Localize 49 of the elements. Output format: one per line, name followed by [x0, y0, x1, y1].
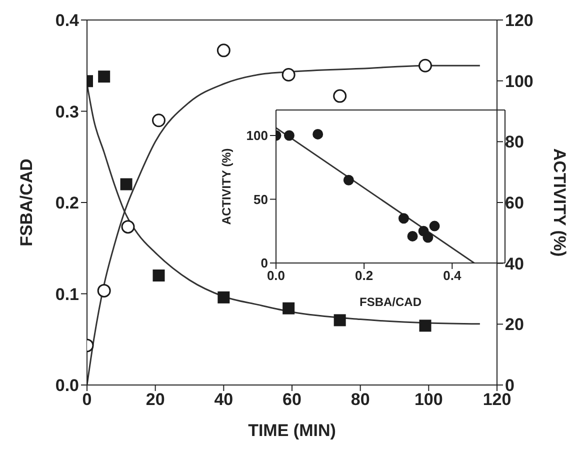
point — [334, 314, 346, 326]
x-tick-label: 40 — [214, 390, 234, 410]
x-tick-label: 100 — [414, 390, 443, 410]
x-tick-label: 120 — [482, 390, 512, 410]
y2-tick-label: 80 — [505, 132, 524, 152]
x-tick-label: 0.4 — [443, 268, 462, 284]
y-tick-label: 0.4 — [55, 11, 80, 30]
y-tick-label: 0.2 — [55, 194, 79, 213]
y-tick-label: 100 — [246, 128, 268, 144]
point — [152, 270, 165, 282]
point — [152, 114, 166, 128]
y-tick-label: 0.3 — [55, 102, 79, 122]
point — [216, 44, 230, 58]
point — [120, 178, 132, 190]
x-tick-label: 80 — [350, 390, 370, 410]
x-tick-label: 60 — [282, 390, 302, 410]
y-axis-title: ACTIVITY (%) — [219, 148, 234, 225]
y2-tick-label: 20 — [505, 315, 524, 334]
point — [282, 302, 295, 314]
y2-tick-label: 120 — [505, 11, 534, 30]
point — [97, 284, 111, 298]
point — [282, 68, 296, 82]
x-tick-label: 0.2 — [355, 268, 374, 284]
point — [419, 320, 432, 332]
y-tick-label: 0.1 — [55, 284, 79, 304]
point — [418, 58, 432, 72]
point — [429, 220, 440, 232]
y-tick-label: 0.0 — [55, 376, 79, 396]
y-tick-label: 50 — [254, 192, 268, 207]
point — [407, 230, 418, 242]
x-axis-title: TIME (MIN) — [248, 421, 336, 440]
x-tick-label: 0 — [82, 390, 92, 410]
point — [98, 70, 110, 83]
point — [218, 291, 230, 304]
y2-tick-label: 60 — [505, 194, 524, 213]
point — [312, 128, 324, 140]
point — [422, 232, 434, 243]
x-axis-title: FSBA/CAD — [360, 295, 422, 309]
point — [121, 220, 135, 234]
x-tick-label: 0.0 — [266, 268, 286, 284]
y-tick-label: 0 — [260, 256, 268, 271]
point — [333, 89, 347, 103]
y2-axis-title: ACTIVITY (%) — [550, 148, 569, 257]
point — [343, 174, 354, 186]
point — [398, 213, 409, 224]
y2-tick-label: 100 — [505, 72, 534, 91]
point — [284, 130, 294, 141]
x-tick-label: 20 — [146, 390, 165, 410]
y-axis-title: FSBA/CAD — [17, 158, 36, 246]
